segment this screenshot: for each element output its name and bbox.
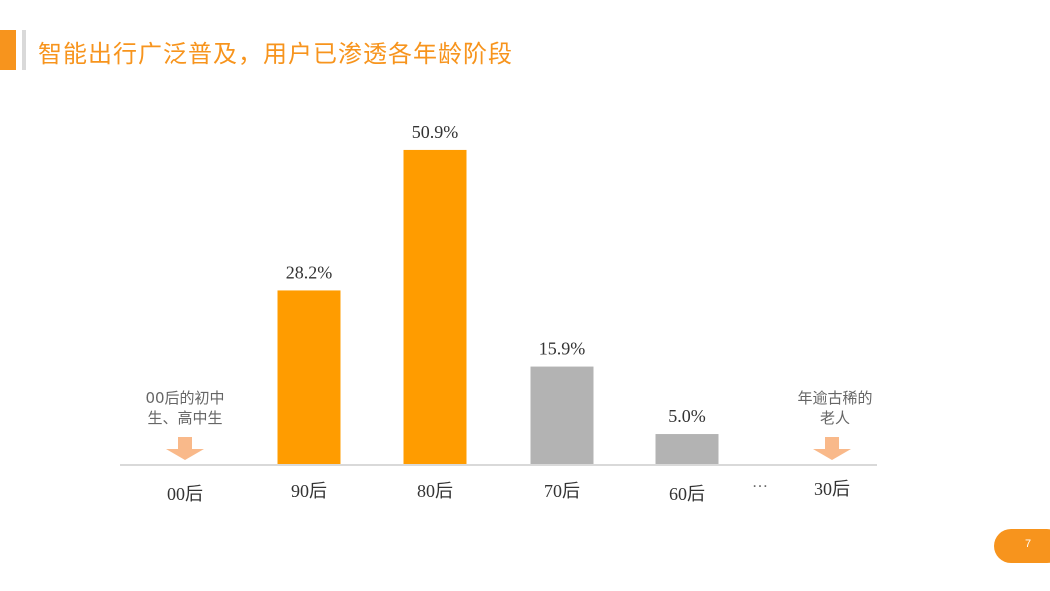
annotation-00s-line-2: 生、高中生	[147, 409, 223, 427]
tick-label-4: 70后	[544, 481, 580, 501]
bar-5	[655, 434, 719, 465]
tick-label-1: 00后	[167, 484, 203, 504]
annotation-30s-line-1: 年逾古稀的	[797, 389, 873, 407]
bar-4	[530, 366, 594, 465]
annotation-00s-line-1: 00后的初中	[145, 389, 225, 407]
title-accent-bar	[0, 30, 16, 70]
title-divider-bar	[22, 30, 26, 70]
gap-marker: …	[752, 474, 768, 491]
bar-3	[403, 149, 467, 465]
value-label-3: 50.9%	[412, 122, 459, 142]
tick-label-6: 30后	[814, 479, 850, 499]
page-title: 智能出行广泛普及，用户已渗透各年龄阶段	[38, 40, 513, 68]
value-label-2: 28.2%	[286, 262, 333, 282]
tick-label-3: 80后	[417, 481, 453, 501]
value-label-5: 5.0%	[668, 406, 706, 426]
bar-2	[277, 290, 341, 465]
page-number: 7	[1024, 538, 1032, 550]
tick-label-2: 90后	[291, 481, 327, 501]
down-arrow-icon	[166, 437, 204, 460]
tick-label-5: 60后	[669, 484, 705, 504]
annotation-30s: 年逾古稀的 老人	[780, 388, 890, 428]
annotation-00s: 00后的初中 生、高中生	[130, 388, 240, 428]
value-label-4: 15.9%	[539, 339, 586, 359]
page-number-badge	[994, 529, 1050, 563]
annotation-30s-line-2: 老人	[819, 409, 850, 427]
down-arrow-icon	[813, 437, 851, 460]
